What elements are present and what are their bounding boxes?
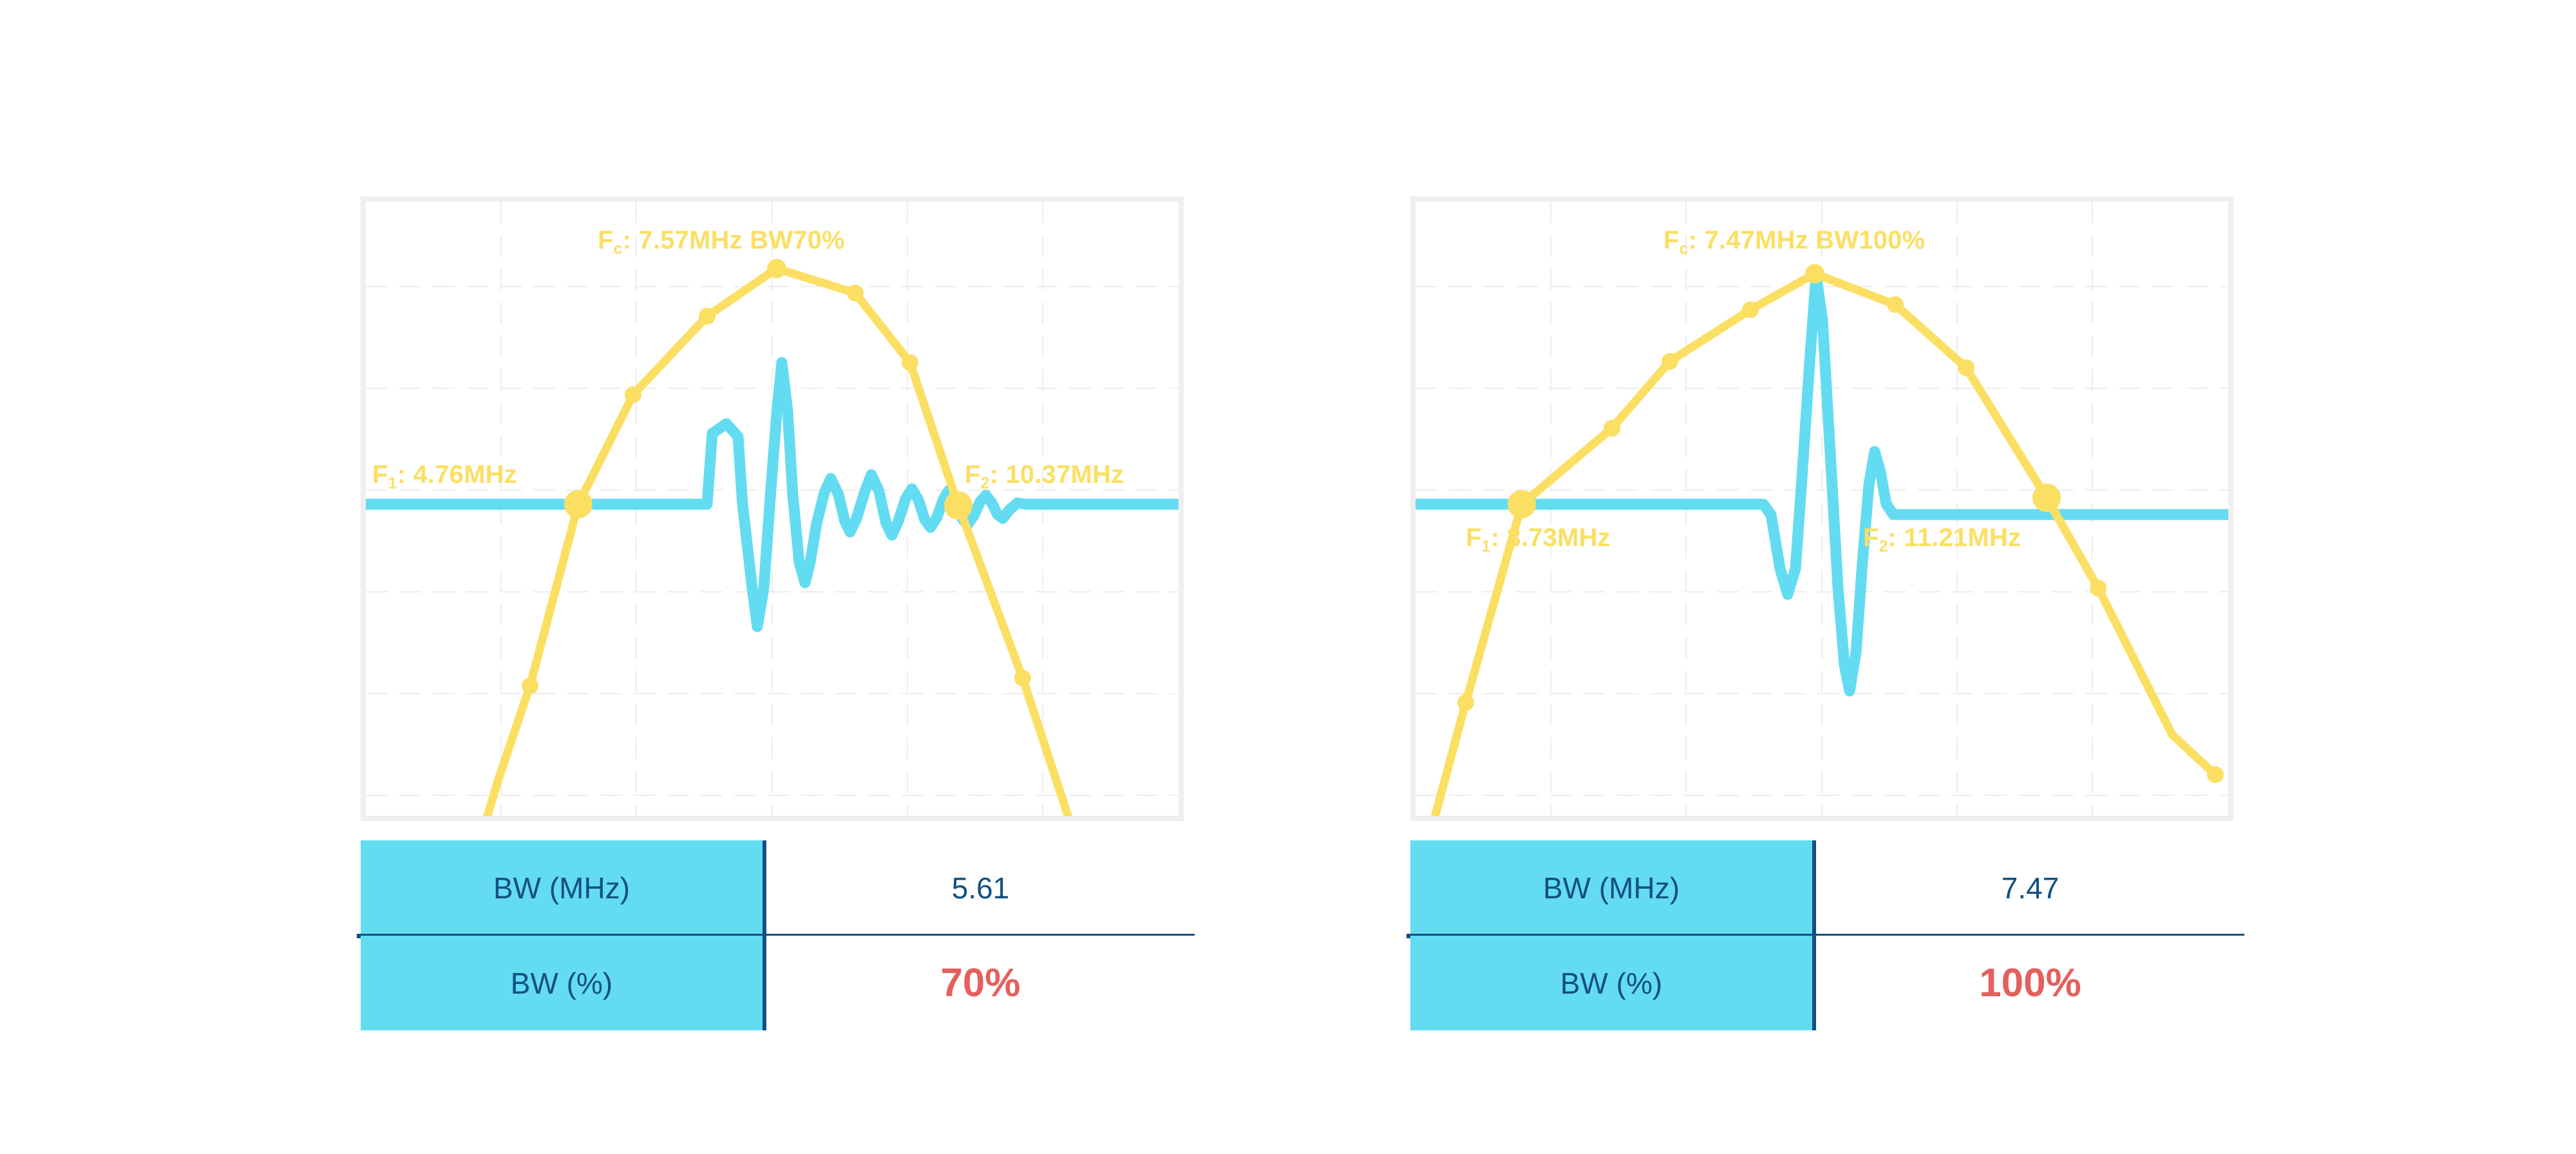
center-frequency-label-right: Fc: 7.47MHz BW100% (1663, 226, 1925, 259)
table-row: BW (%) 100% (1410, 936, 2244, 1030)
bw-mhz-value: 7.47 (1816, 840, 2244, 935)
fc-text: : 7.47MHz BW100% (1688, 226, 1926, 254)
fc-subscript: c (1679, 240, 1689, 258)
bw-percent-label: BW (%) (361, 936, 766, 1030)
bw-mhz-label: BW (MHz) (361, 840, 766, 935)
chart-panel-right: Fc: 7.47MHz BW100% F1: 3.73MHz F2: 11.21… (1410, 196, 2233, 821)
upper-cutoff-label-right: F2: 11.21MHz (1863, 524, 2021, 556)
bw-percent-value: 100% (1816, 936, 2244, 1030)
f1-prefix: F (1466, 524, 1482, 552)
bw-mhz-label: BW (MHz) (1410, 840, 1816, 935)
f2-text: : 11.21MHz (1888, 524, 2022, 552)
f1-text: : 3.73MHz (1490, 524, 1611, 552)
rf-echo-waveform-left (366, 357, 1179, 632)
f1-subscript: 1 (388, 475, 397, 493)
f1-text: : 4.76MHz (397, 460, 517, 489)
fc-subscript: c (613, 240, 623, 258)
spectrum-points-left (522, 259, 1031, 694)
lower-cutoff-label-right: F1: 3.73MHz (1466, 524, 1611, 556)
spectrum-points-right (1457, 264, 2224, 783)
f2-subscript: 2 (1879, 538, 1888, 556)
plot-frame-left: Fc: 7.57MHz BW70% F1: 4.76MHz F2: 10.37M… (361, 196, 1184, 821)
f2-text: : 10.37MHz (989, 460, 1124, 489)
fc-text: : 7.57MHz BW70% (622, 226, 845, 254)
center-frequency-label-left: Fc: 7.57MHz BW70% (598, 226, 845, 259)
chart-panel-left: Fc: 7.57MHz BW70% F1: 4.76MHz F2: 10.37M… (361, 196, 1184, 821)
spectrum-curve-left (483, 264, 1073, 816)
f2-prefix: F (965, 460, 981, 489)
bw-mhz-value: 5.61 (766, 840, 1195, 935)
table-row: BW (MHz) 5.61 (361, 840, 1195, 935)
f1-subscript: 1 (1481, 538, 1491, 556)
bw-table-left: BW (MHz) 5.61 BW (%) 70% (357, 840, 1195, 1040)
table-row: BW (MHz) 7.47 (1410, 840, 2244, 935)
plot-frame-right: Fc: 7.47MHz BW100% F1: 3.73MHz F2: 11.21… (1410, 196, 2233, 821)
bw-percent-value: 70% (766, 936, 1195, 1030)
fc-prefix: F (598, 226, 614, 254)
f2-subscript: 2 (980, 475, 990, 493)
chart-curves-left (366, 259, 1179, 816)
upper-cutoff-label-left: F2: 10.37MHz (965, 460, 1124, 493)
lower-cutoff-label-left: F1: 4.76MHz (372, 460, 517, 493)
table-row: BW (%) 70% (361, 936, 1195, 1030)
fc-prefix: F (1663, 226, 1680, 254)
bw-table-right: BW (MHz) 7.47 BW (%) 100% (1406, 840, 2244, 1040)
rf-echo-waveform-right (1416, 270, 2228, 697)
f1-prefix: F (372, 460, 388, 489)
chart-curves-right (1416, 264, 2228, 816)
f2-prefix: F (1863, 524, 1879, 552)
bw-percent-label: BW (%) (1410, 936, 1816, 1030)
